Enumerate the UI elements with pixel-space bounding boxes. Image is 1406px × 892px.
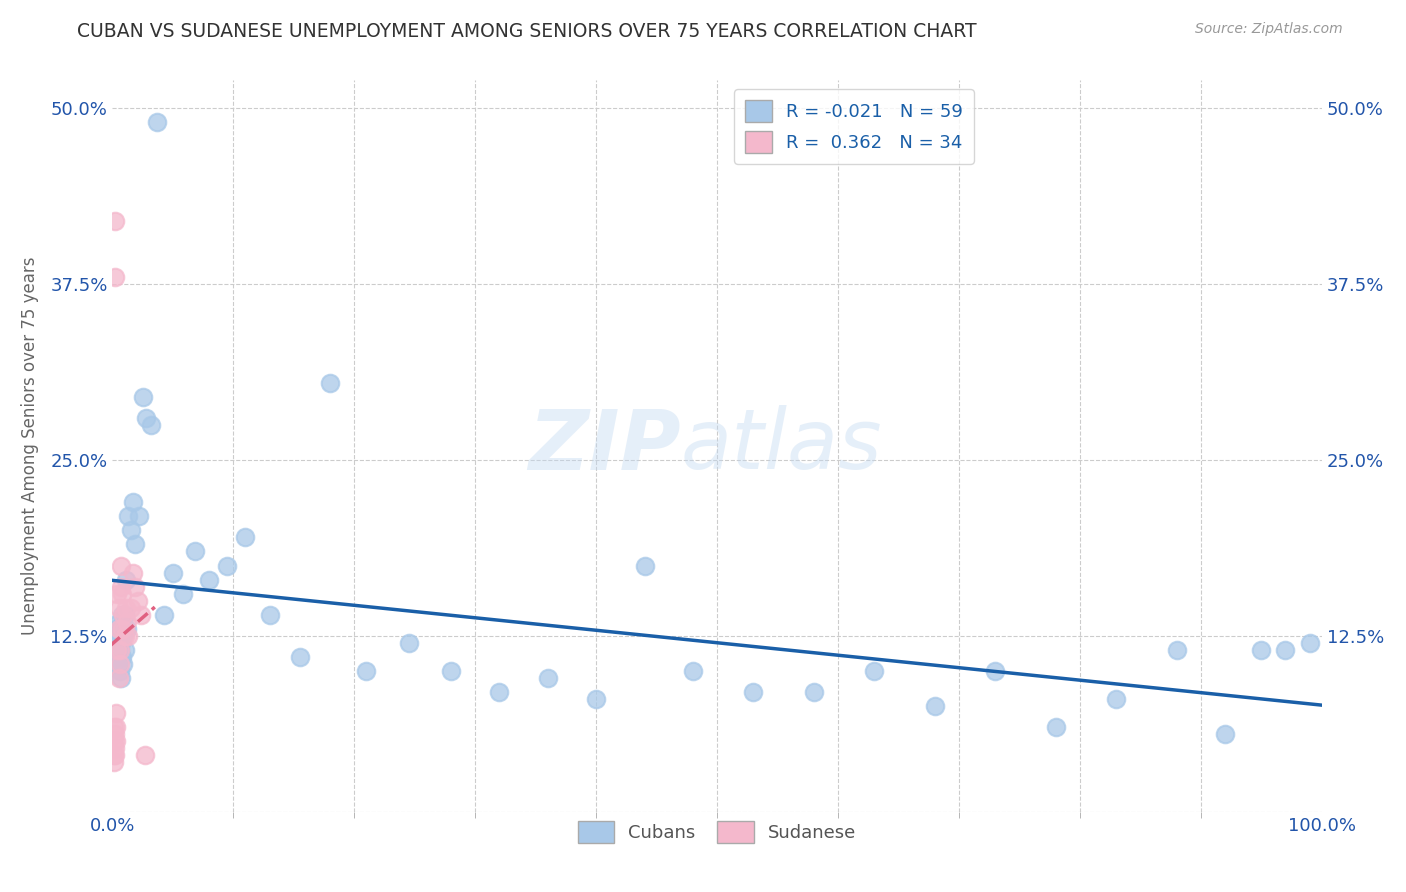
Point: [356, 664, 378, 678]
Point: [105, 720, 128, 734]
Point: [398, 636, 420, 650]
Point: [114, 629, 136, 643]
Point: [1105, 692, 1128, 706]
Point: [440, 664, 463, 678]
Point: [1045, 720, 1067, 734]
Point: [117, 629, 139, 643]
Point: [105, 734, 128, 748]
Point: [131, 607, 153, 622]
Point: [128, 509, 150, 524]
Point: [120, 524, 142, 538]
Point: [103, 720, 125, 734]
Point: [112, 607, 135, 622]
Point: [134, 748, 156, 763]
Text: CUBAN VS SUDANESE UNEMPLOYMENT AMONG SENIORS OVER 75 YEARS CORRELATION CHART: CUBAN VS SUDANESE UNEMPLOYMENT AMONG SEN…: [77, 22, 977, 41]
Point: [1250, 643, 1272, 657]
Point: [114, 573, 136, 587]
Point: [1274, 643, 1296, 657]
Point: [122, 566, 145, 580]
Point: [153, 607, 176, 622]
Point: [235, 530, 257, 544]
Point: [217, 558, 239, 573]
Point: [108, 657, 131, 671]
Point: [112, 657, 135, 671]
Point: [111, 607, 134, 622]
Point: [120, 600, 142, 615]
Point: [682, 664, 704, 678]
Point: [146, 115, 169, 129]
Point: [105, 587, 128, 601]
Point: [104, 270, 127, 285]
Point: [104, 727, 127, 741]
Legend: Cubans, Sudanese: Cubans, Sudanese: [571, 814, 863, 850]
Point: [104, 741, 127, 756]
Point: [124, 580, 146, 594]
Point: [259, 607, 281, 622]
Point: [585, 692, 607, 706]
Point: [105, 706, 128, 721]
Point: [110, 558, 132, 573]
Point: [108, 664, 131, 678]
Point: [107, 622, 129, 636]
Point: [924, 699, 946, 714]
Point: [132, 390, 155, 404]
Point: [863, 664, 886, 678]
Point: [135, 410, 157, 425]
Point: [111, 587, 134, 601]
Point: [198, 573, 221, 587]
Point: [288, 650, 311, 665]
Point: [110, 636, 132, 650]
Point: [107, 657, 129, 671]
Point: [111, 650, 134, 665]
Point: [105, 643, 128, 657]
Point: [114, 607, 136, 622]
Point: [111, 622, 134, 636]
Text: Source: ZipAtlas.com: Source: ZipAtlas.com: [1195, 22, 1343, 37]
Point: [742, 685, 765, 699]
Point: [108, 643, 131, 657]
Point: [1166, 643, 1188, 657]
Point: [103, 756, 125, 770]
Point: [105, 650, 128, 665]
Point: [1213, 727, 1236, 741]
Point: [104, 214, 127, 228]
Point: [633, 558, 655, 573]
Point: [108, 629, 131, 643]
Point: [110, 580, 132, 594]
Point: [162, 566, 184, 580]
Point: [103, 748, 125, 763]
Point: [114, 600, 136, 615]
Point: [172, 587, 194, 601]
Point: [105, 622, 128, 636]
Point: [107, 671, 129, 685]
Point: [105, 629, 128, 643]
Point: [1298, 636, 1320, 650]
Point: [124, 537, 146, 551]
Point: [984, 664, 1007, 678]
Point: [488, 685, 510, 699]
Point: [122, 495, 145, 509]
Point: [108, 643, 131, 657]
Point: [803, 685, 825, 699]
Point: [183, 544, 205, 558]
Point: [105, 643, 128, 657]
Point: [104, 748, 127, 763]
Point: [112, 629, 135, 643]
Text: ZIP: ZIP: [529, 406, 681, 486]
Point: [141, 417, 163, 432]
Point: [114, 643, 136, 657]
Point: [107, 615, 129, 629]
Point: [107, 600, 129, 615]
Text: atlas: atlas: [681, 406, 883, 486]
Point: [319, 376, 342, 390]
Point: [110, 671, 132, 685]
Point: [110, 622, 132, 636]
Point: [117, 509, 139, 524]
Point: [103, 734, 125, 748]
Point: [115, 615, 138, 629]
Point: [537, 671, 560, 685]
Point: [115, 622, 138, 636]
Point: [127, 593, 149, 607]
Y-axis label: Unemployment Among Seniors over 75 years: Unemployment Among Seniors over 75 years: [21, 257, 39, 635]
